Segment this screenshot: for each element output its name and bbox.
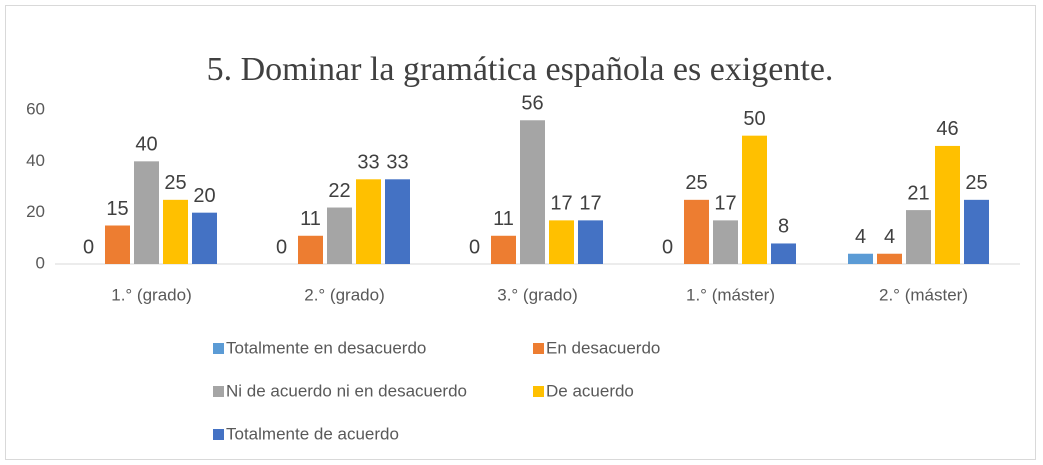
data-label: 11 — [300, 208, 321, 230]
bar — [877, 253, 902, 264]
x-tick-label: 3.° (grado) — [497, 285, 578, 304]
bar — [520, 120, 545, 265]
y-tick-label: 20 — [26, 202, 45, 221]
legend-swatch — [213, 429, 224, 440]
legend-swatch — [533, 386, 544, 397]
data-label: 0 — [662, 236, 673, 258]
data-label: 17 — [579, 193, 601, 215]
data-label: 25 — [685, 172, 707, 194]
data-label: 8 — [778, 216, 789, 238]
data-label: 25 — [965, 172, 987, 194]
data-label: 0 — [276, 236, 287, 258]
y-tick-label: 0 — [36, 253, 45, 272]
bar — [848, 253, 873, 264]
legend-label: Totalmente en desacuerdo — [226, 338, 426, 357]
x-tick-label: 1.° (máster) — [686, 285, 775, 304]
data-label: 50 — [743, 108, 765, 130]
data-label: 4 — [855, 226, 866, 248]
bar — [134, 161, 159, 264]
legend-swatch — [213, 386, 224, 397]
bar — [491, 235, 516, 264]
legend-label: Totalmente de acuerdo — [226, 424, 399, 443]
chart-title: 5. Dominar la gramática española es exig… — [207, 51, 834, 88]
x-tick-label: 1.° (grado) — [111, 285, 192, 304]
legend-label: Ni de acuerdo ni en desacuerdo — [226, 381, 467, 400]
data-label: 21 — [907, 182, 929, 204]
bar — [163, 199, 188, 264]
data-label: 0 — [83, 236, 94, 258]
y-tick-label: 60 — [26, 99, 45, 118]
legend-label: En desacuerdo — [546, 338, 660, 357]
bar — [192, 212, 217, 264]
data-label: 11 — [493, 208, 514, 230]
data-label: 22 — [328, 180, 350, 202]
bar — [742, 135, 767, 264]
bar — [964, 199, 989, 264]
bar — [713, 220, 738, 264]
bar — [771, 243, 796, 264]
bar — [356, 179, 381, 264]
bar — [906, 210, 931, 264]
data-label: 33 — [357, 152, 379, 174]
legend-swatch — [533, 343, 544, 354]
data-label: 0 — [469, 236, 480, 258]
legend-label: De acuerdo — [546, 381, 634, 400]
bar — [327, 207, 352, 264]
bar — [684, 199, 709, 264]
data-label: 17 — [714, 193, 736, 215]
data-label: 17 — [550, 193, 572, 215]
data-label: 33 — [386, 152, 408, 174]
data-label: 40 — [135, 134, 157, 156]
data-label: 56 — [521, 93, 543, 115]
bar — [298, 235, 323, 264]
bar — [549, 220, 574, 264]
y-tick-label: 40 — [26, 151, 45, 170]
bar — [105, 225, 130, 264]
x-tick-label: 2.° (máster) — [879, 285, 968, 304]
x-tick-label: 2.° (grado) — [304, 285, 385, 304]
data-label: 25 — [164, 172, 186, 194]
legend-swatch — [213, 343, 224, 354]
data-label: 15 — [106, 198, 128, 220]
bar — [935, 145, 960, 264]
bar — [385, 179, 410, 264]
bar — [578, 220, 603, 264]
data-label: 46 — [936, 118, 958, 140]
data-label: 20 — [193, 185, 215, 207]
data-label: 4 — [884, 226, 895, 248]
